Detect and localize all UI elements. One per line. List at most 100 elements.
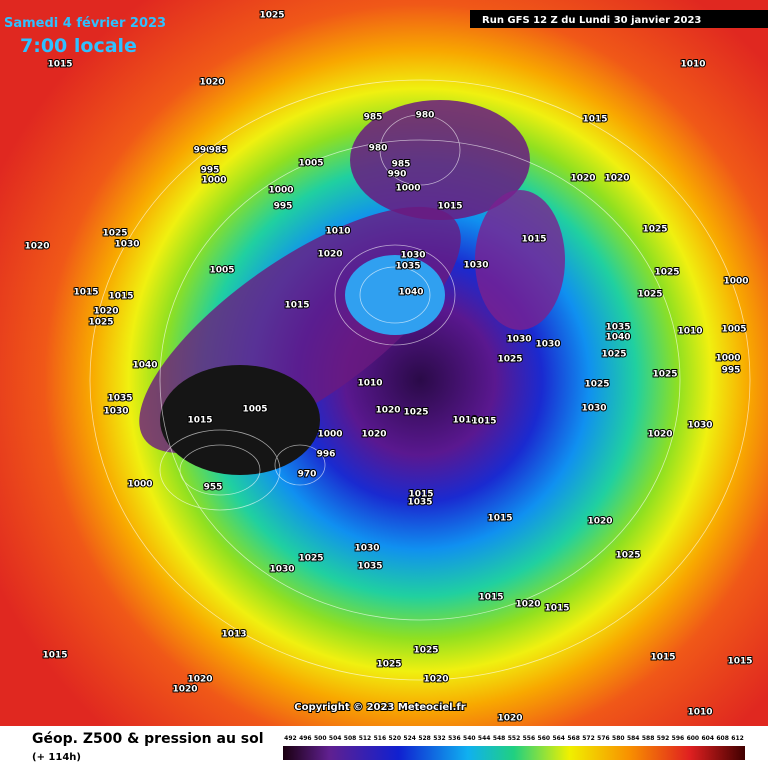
pressure-label: 1015: [108, 292, 133, 302]
pressure-label: 1015: [544, 604, 569, 614]
pressure-label: 1030: [103, 407, 128, 417]
pressure-label: 1020: [587, 517, 612, 527]
pressure-label: 1015: [471, 417, 496, 427]
pressure-label: 1025: [413, 646, 438, 656]
scale-label: 540: [463, 735, 476, 742]
pressure-label: 1025: [102, 229, 127, 239]
pressure-label: 1020: [172, 685, 197, 695]
pressure-label: 1013: [221, 630, 246, 640]
pressure-label: 1015: [487, 514, 512, 524]
trough: [475, 190, 565, 330]
scale-label: 564: [552, 735, 565, 742]
scale-label: 500: [314, 735, 327, 742]
scale-label: 584: [627, 735, 640, 742]
scale-label: 576: [597, 735, 610, 742]
pressure-label: 1040: [398, 288, 423, 298]
pressure-label: 1015: [408, 490, 433, 500]
scale-label: 596: [672, 735, 685, 742]
scale-label: 600: [687, 735, 700, 742]
map-background: [0, 0, 768, 726]
scale-label: 508: [344, 735, 357, 742]
scale-label: 580: [612, 735, 625, 742]
pressure-label: 1015: [521, 235, 546, 245]
pressure-label: 995: [722, 366, 741, 376]
scale-label: 504: [329, 735, 342, 742]
pressure-label: 985: [392, 160, 411, 170]
pressure-label: 1030: [463, 261, 488, 271]
pressure-label: 1020: [317, 250, 342, 260]
pressure-label: 1035: [605, 323, 630, 333]
scale-label: 588: [642, 735, 655, 742]
scale-label: 612: [731, 735, 744, 742]
pressure-label: 1000: [317, 430, 342, 440]
pressure-label: 1015: [582, 115, 607, 125]
pressure-label: 1005: [242, 405, 267, 415]
footer-title: Géop. Z500 & pression au sol: [32, 731, 264, 747]
pressure-label: 1025: [497, 355, 522, 365]
scale-label: 520: [389, 735, 402, 742]
pressure-label: 1015: [187, 416, 212, 426]
scale-label: 492: [284, 735, 297, 742]
pressure-label: 1025: [403, 408, 428, 418]
pressure-label: 1020: [187, 675, 212, 685]
pressure-label: 1010: [357, 379, 382, 389]
pressure-label: 1025: [376, 660, 401, 670]
pressure-label: 1035: [357, 562, 382, 572]
scale-label: 536: [448, 735, 461, 742]
pressure-label: 1025: [652, 370, 677, 380]
scale-label: 528: [418, 735, 431, 742]
pressure-label: 1020: [375, 406, 400, 416]
pressure-label: 1015: [478, 593, 503, 603]
pressure-label: 1020: [604, 174, 629, 184]
pressure-label: 1010: [677, 327, 702, 337]
pressure-label: 1015: [650, 653, 675, 663]
pressure-label: 1005: [721, 325, 746, 335]
pressure-label: 1035: [407, 498, 432, 508]
scale-label: 532: [433, 735, 446, 742]
scale-label: 604: [701, 735, 714, 742]
pressure-label: 990: [388, 170, 407, 180]
pressure-label: 1000: [395, 184, 420, 194]
color-bar: [283, 746, 745, 760]
pressure-label: 996: [317, 450, 336, 460]
trough: [350, 100, 530, 220]
pressure-label: 1020: [24, 242, 49, 252]
scale-label: 524: [403, 735, 416, 742]
pressure-label: 1025: [259, 11, 284, 21]
pressure-label: 1010: [325, 227, 350, 237]
pressure-label: 1030: [114, 240, 139, 250]
pressure-label: 1010: [687, 708, 712, 718]
copyright: Copyright © 2023 Meteociel.fr: [294, 702, 465, 713]
pressure-label: 1025: [298, 554, 323, 564]
pressure-label: 1025: [601, 350, 626, 360]
pressure-label: 1015: [47, 60, 72, 70]
pressure-label: 1010: [452, 416, 477, 426]
pressure-label: 1020: [647, 430, 672, 440]
pressure-label: 1010: [680, 60, 705, 70]
pressure-label: 995: [201, 166, 220, 176]
pressure-label: 985: [364, 113, 383, 123]
scale-label: 608: [716, 735, 729, 742]
pressure-label: 1030: [400, 251, 425, 261]
pressure-label: 1020: [199, 78, 224, 88]
pressure-label: 1030: [354, 544, 379, 554]
scale-label: 516: [374, 735, 387, 742]
pressure-label: 1040: [132, 361, 157, 371]
pressure-label: 1030: [269, 565, 294, 575]
pressure-label: 1025: [615, 551, 640, 561]
pressure-label: 1035: [107, 394, 132, 404]
pressure-label: 1000: [127, 480, 152, 490]
low-core: [160, 365, 320, 475]
scale-label: 592: [657, 735, 670, 742]
pressure-label: 970: [298, 470, 317, 480]
pressure-label: 1005: [298, 159, 323, 169]
pressure-label: 1015: [284, 301, 309, 311]
pressure-label: 995: [274, 202, 293, 212]
footer-lead: (+ 114h): [32, 752, 81, 763]
pressure-label: 955: [204, 483, 223, 493]
pressure-label: 1030: [535, 340, 560, 350]
run: Run GFS 12 Z du Lundi 30 janvier 2023: [482, 15, 701, 26]
pressure-label: 1030: [581, 404, 606, 414]
pressure-label: 990: [194, 146, 213, 156]
